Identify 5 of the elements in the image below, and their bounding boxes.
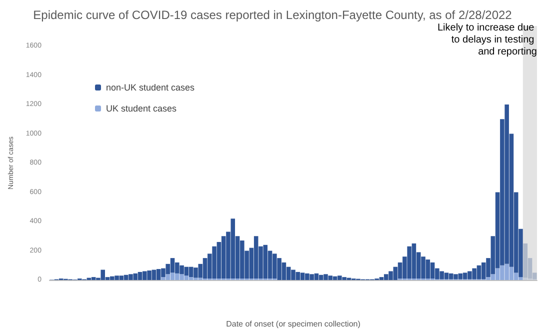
chart-title: Epidemic curve of COVID-19 cases reported in Lexington-Fayette County, as of 2/28/2022: [33, 8, 512, 22]
x-axis-title: Date of onset (or specimen collection): [226, 320, 361, 328]
legend-label: non-UK student cases: [106, 82, 196, 92]
annotation: Likely to increase due to delays in testing and reporting: [437, 22, 537, 58]
legend-label: UK student cases: [106, 104, 178, 114]
